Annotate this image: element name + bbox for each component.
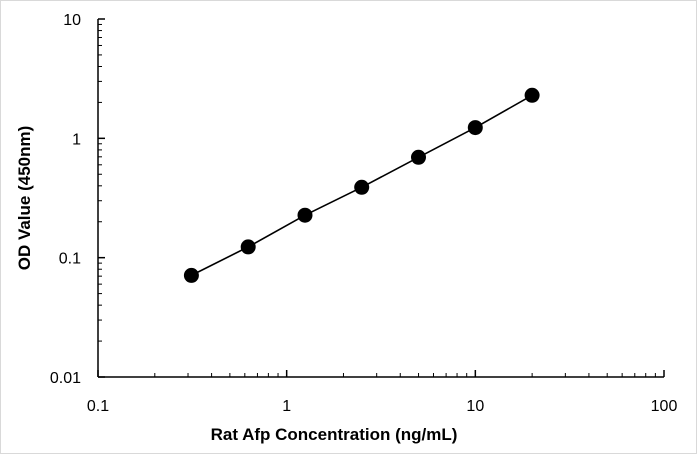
data-point: [240, 239, 256, 255]
axes: [97, 19, 664, 378]
y-tick-label: 0.01: [50, 370, 81, 387]
x-tick-label: 10: [466, 398, 484, 415]
y-axis-title: OD Value (450nm): [15, 126, 34, 271]
x-tick-label: 1: [282, 398, 291, 415]
data-point: [411, 149, 426, 165]
x-tick-label: 0.1: [87, 398, 109, 415]
y-tick-label: 10: [63, 12, 81, 29]
data-point: [297, 207, 313, 223]
data-point: [183, 267, 199, 283]
y-tick-label: 0.1: [59, 251, 81, 268]
data-point: [467, 120, 483, 136]
data-point: [354, 179, 370, 195]
plot-area: [183, 87, 540, 283]
data-point: [524, 87, 540, 103]
y-tick-label: 1: [72, 131, 81, 148]
x-tick-label: 100: [651, 398, 678, 415]
x-axis-title: Rat Afp Concentration (ng/mL): [211, 425, 458, 444]
ticks: 0.01 0.1 1 10 0.1 1 10 100: [50, 12, 678, 415]
